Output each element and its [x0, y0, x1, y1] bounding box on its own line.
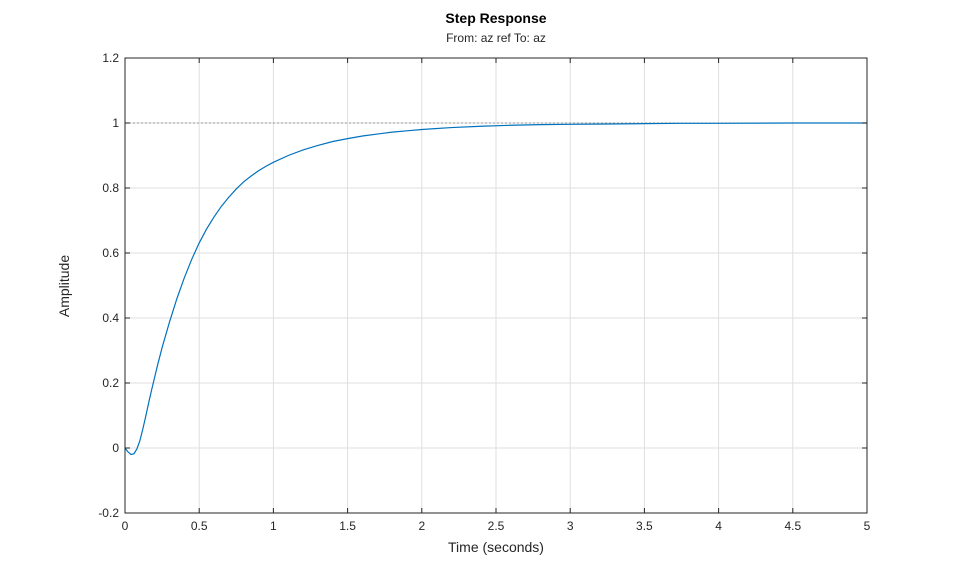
y-axis-label: Amplitude — [56, 255, 72, 317]
x-tick-label: 0 — [122, 519, 129, 533]
x-tick-label: 4 — [715, 519, 722, 533]
x-tick-label: 2 — [418, 519, 425, 533]
y-tick-label: -0.2 — [98, 506, 119, 520]
x-axis-label: Time (seconds) — [448, 539, 544, 555]
x-ticks: 0 0.5 1 1.5 2 2.5 3 3.5 4 4.5 5 — [122, 58, 871, 533]
y-tick-label: 0.4 — [102, 311, 119, 325]
y-tick-label: 0.2 — [102, 376, 119, 390]
y-tick-label: 0 — [112, 441, 119, 455]
chart-title: Step Response — [445, 10, 546, 26]
y-tick-label: 1 — [112, 116, 119, 130]
series-layer — [124, 122, 867, 456]
y-ticks: -0.2 0 0.2 0.4 0.6 0.8 1 1.2 — [98, 51, 867, 520]
x-tick-label: 5 — [864, 519, 871, 533]
x-tick-label: 1 — [270, 519, 277, 533]
y-tick-label: 0.8 — [102, 181, 119, 195]
x-tick-label: 0.5 — [191, 519, 208, 533]
chart-subtitle: From: az ref To: az — [446, 31, 546, 45]
x-tick-label: 3.5 — [636, 519, 653, 533]
y-tick-label: 0.6 — [102, 246, 119, 260]
x-tick-label: 3 — [567, 519, 574, 533]
x-tick-label: 4.5 — [784, 519, 801, 533]
x-tick-label: 2.5 — [488, 519, 505, 533]
x-tick-label: 1.5 — [339, 519, 356, 533]
y-tick-label: 1.2 — [102, 51, 119, 65]
step-response-series-line — [124, 122, 867, 456]
